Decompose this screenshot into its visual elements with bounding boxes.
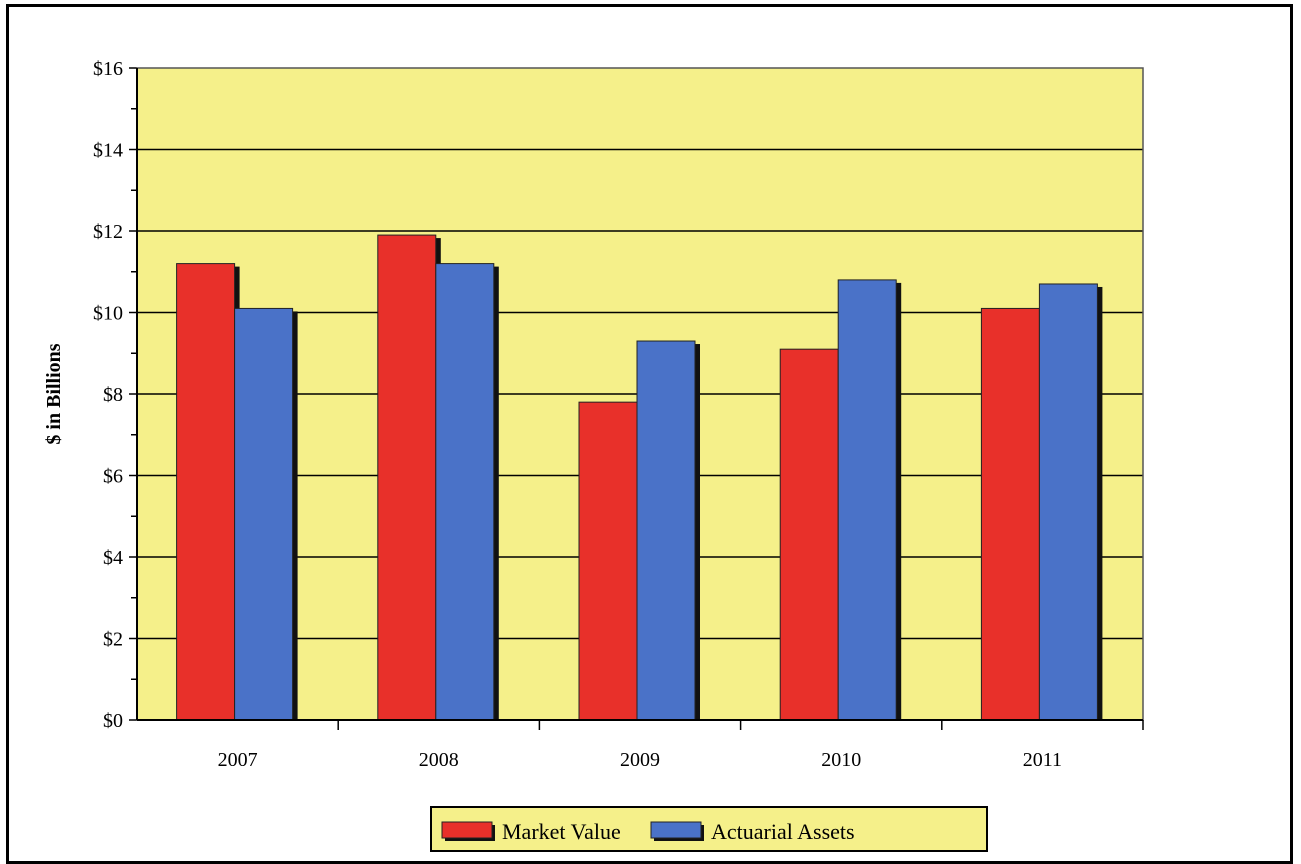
legend-swatch xyxy=(650,821,702,839)
x-tick-label: 2010 xyxy=(821,749,861,771)
x-tick-label: 2011 xyxy=(1023,749,1062,771)
legend-label: Actuarial Assets xyxy=(711,819,855,844)
y-tick-label: $10 xyxy=(93,303,123,325)
bars xyxy=(176,234,1103,721)
legend-swatch xyxy=(441,821,493,839)
bar-market-value xyxy=(377,234,437,721)
bar-market-value xyxy=(779,348,839,721)
legend: Market Value Actuarial Assets xyxy=(430,806,988,852)
x-tick-label: 2007 xyxy=(218,749,258,771)
y-tick-label: $8 xyxy=(103,384,123,406)
x-tick-label: 2009 xyxy=(620,749,660,771)
y-tick-label: $2 xyxy=(103,629,123,651)
bar-market-value xyxy=(578,401,638,721)
legend-box xyxy=(430,806,988,852)
x-tick-labels: 2007 2008 2009 2010 2011 xyxy=(218,749,1062,771)
y-tick-label: $12 xyxy=(93,221,123,243)
y-tick-label: $6 xyxy=(103,466,123,488)
y-tick-label: $4 xyxy=(103,547,123,569)
y-axis-title: $ in Billions xyxy=(43,343,65,444)
x-tick-label: 2008 xyxy=(419,749,459,771)
bar-actuarial-assets xyxy=(1038,283,1098,721)
y-tick-labels: $0 $2 $4 $6 $8 $10 $12 $14 $16 xyxy=(93,58,123,732)
bar-actuarial-assets xyxy=(837,279,897,721)
y-tick-label: $16 xyxy=(93,58,123,80)
bar-actuarial-assets xyxy=(636,340,696,721)
bar-market-value xyxy=(176,263,236,721)
axes xyxy=(129,67,1144,730)
bar-market-value xyxy=(980,307,1040,721)
y-tick-label: $0 xyxy=(103,710,123,732)
bar-actuarial-assets xyxy=(234,307,294,721)
y-tick-label: $14 xyxy=(93,140,123,162)
legend-label: Market Value xyxy=(502,819,621,844)
bar-actuarial-assets xyxy=(435,263,495,721)
